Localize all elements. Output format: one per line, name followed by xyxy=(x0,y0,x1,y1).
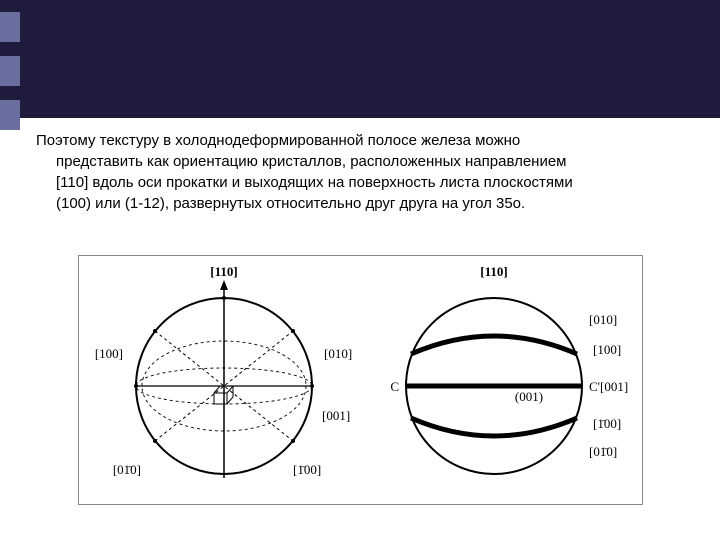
figure-container: [110] [010] [001] [1̄00] [01̄0] [100] [1… xyxy=(78,255,643,505)
right-label-center-plane: (001) xyxy=(515,389,543,404)
paragraph-line-3: [110] вдоль оси прокатки и выходящих на … xyxy=(36,172,696,193)
sidebar-block-2 xyxy=(0,56,20,86)
paragraph: Поэтому текстуру в холоднодеформированно… xyxy=(36,130,696,214)
right-label-r-bottom: [01̄0] xyxy=(589,444,617,459)
sidebar-block-1 xyxy=(0,12,20,42)
left-label-right-upper: [010] xyxy=(324,346,352,361)
crystallography-diagram: [110] [010] [001] [1̄00] [01̄0] [100] [1… xyxy=(79,256,644,506)
right-pole-figure xyxy=(406,298,582,474)
left-label-left-upper: [100] xyxy=(95,346,123,361)
sidebar-block-3 xyxy=(0,100,20,130)
right-label-r-lower: [1̄00] xyxy=(593,416,621,431)
left-label-bottom-right: [1̄00] xyxy=(293,462,321,477)
paragraph-line-4: (100) или (1-12), развернутых относитель… xyxy=(36,193,696,214)
left-stereographic-projection xyxy=(134,280,314,478)
slide-header-bar xyxy=(0,0,720,118)
right-label-r-upper: [100] xyxy=(593,342,621,357)
left-label-top: [110] xyxy=(210,264,237,279)
left-label-right-lower: [001] xyxy=(322,408,350,423)
paragraph-line-2: представить как ориентацию кристаллов, р… xyxy=(36,151,696,172)
left-label-bottom-left: [01̄0] xyxy=(113,462,141,477)
right-label-r-top: [010] xyxy=(589,312,617,327)
right-label-cprime: C'[001] xyxy=(589,379,628,394)
right-label-top: [110] xyxy=(480,264,507,279)
paragraph-line-1: Поэтому текстуру в холоднодеформированно… xyxy=(36,132,520,149)
right-label-c: C xyxy=(390,379,399,394)
